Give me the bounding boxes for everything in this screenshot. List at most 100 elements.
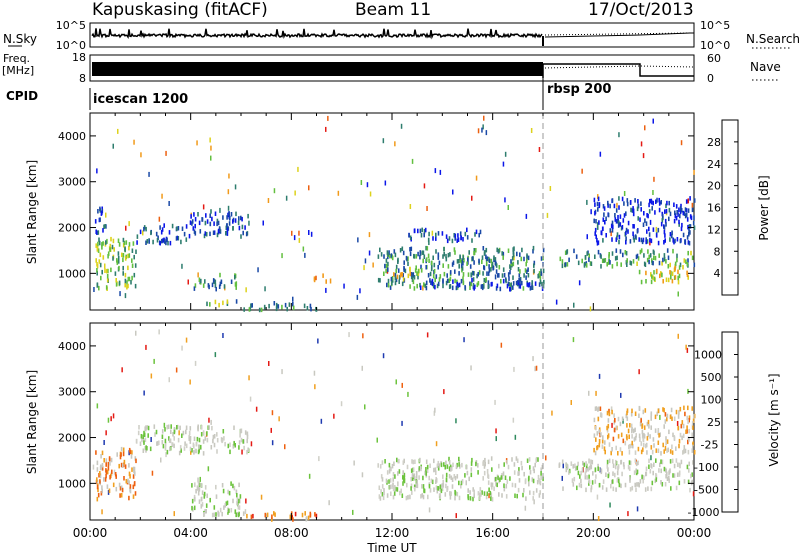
- echo-cell: [661, 459, 663, 465]
- echo-cell: [190, 214, 192, 219]
- echo-cell: [650, 486, 653, 492]
- echo-cell: [459, 231, 462, 236]
- echo-cell: [445, 256, 448, 262]
- echo-cell: [625, 236, 627, 241]
- echo-cell: [212, 230, 215, 235]
- echo-cell: [458, 264, 460, 269]
- echo-cell: [165, 452, 167, 458]
- echo-cell: [488, 258, 491, 263]
- echo-cell: [132, 484, 135, 490]
- echo-cell: [516, 493, 518, 499]
- echo-cell: [211, 512, 214, 518]
- echo-cell: [425, 257, 428, 262]
- echo-cell: [645, 442, 648, 448]
- echo-cell: [122, 265, 124, 271]
- echo-cell: [583, 462, 586, 468]
- echo-cell: [433, 467, 435, 473]
- noise-search-label: N.Search: [746, 32, 800, 46]
- echo-cell: [636, 229, 639, 234]
- echo-cell: [166, 449, 169, 455]
- echo-cell: [604, 258, 607, 263]
- echo-cell: [131, 450, 133, 455]
- echo-cell: [491, 497, 494, 502]
- echo-cell: [171, 442, 174, 447]
- echo-cell: [387, 261, 389, 267]
- echo-cell: [618, 482, 621, 488]
- echo-cell: [602, 479, 605, 484]
- echo-cell: [540, 271, 543, 276]
- echo-cell: [176, 226, 178, 231]
- echo-cell: [236, 500, 238, 506]
- echo-cell: [215, 484, 217, 490]
- echo-cell: [689, 230, 691, 235]
- echo-cell: [189, 446, 192, 452]
- echo-cell: [610, 223, 613, 229]
- echo-cell: [607, 473, 610, 479]
- echo-cell: [664, 218, 667, 224]
- echo-cell: [473, 248, 476, 253]
- echo-cell: [424, 283, 427, 289]
- echo-cell: [470, 472, 473, 478]
- echo-cell: [422, 250, 425, 255]
- echo-cell: [684, 448, 687, 454]
- echo-cell: [590, 261, 593, 266]
- echo-cell: [229, 442, 231, 447]
- echo-cell: [617, 434, 620, 439]
- echo-cell: [669, 211, 672, 217]
- echo-cell: [628, 449, 631, 455]
- echo-cell: [197, 424, 199, 429]
- echo-cell: [549, 186, 552, 191]
- echo-cell: [146, 239, 149, 244]
- echo-cell: [511, 457, 513, 462]
- echo-cell: [387, 252, 389, 257]
- echo-cell: [605, 472, 607, 477]
- echo-cell: [433, 262, 436, 268]
- echo-cell: [686, 235, 689, 240]
- echo-cell: [663, 229, 666, 235]
- echo-cell: [629, 423, 631, 428]
- echo-cell: [158, 440, 160, 445]
- echo-cell: [409, 251, 412, 257]
- echo-cell: [693, 450, 696, 455]
- echo-cell: [603, 212, 605, 217]
- echo-cell: [244, 430, 247, 435]
- echo-cell: [630, 261, 633, 266]
- echo-cell: [670, 407, 673, 413]
- echo-cell: [308, 230, 310, 235]
- echo-cell: [577, 461, 579, 467]
- echo-cell: [676, 210, 678, 215]
- echo-cell: [478, 232, 480, 238]
- echo-cell: [122, 271, 124, 276]
- echo-cell: [128, 480, 130, 485]
- echo-cell: [471, 278, 473, 283]
- echo-cell: [645, 466, 648, 472]
- echo-cell: [327, 115, 329, 121]
- echo-cell: [99, 262, 102, 268]
- echo-cell: [239, 428, 242, 434]
- echo-cell: [423, 183, 426, 189]
- echo-cell: [188, 436, 191, 441]
- echo-cell: [401, 281, 404, 287]
- echo-cell: [626, 416, 629, 421]
- echo-cell: [626, 410, 628, 416]
- echo-cell: [664, 233, 666, 238]
- echo-cell: [666, 439, 669, 444]
- echo-cell: [100, 275, 102, 281]
- echo-cell: [112, 256, 114, 261]
- echo-cell: [638, 482, 640, 488]
- echo-cell: [128, 245, 130, 251]
- echo-cell: [665, 436, 667, 441]
- echo-cell: [655, 199, 657, 204]
- echo-cell: [443, 462, 445, 467]
- echo-cell: [641, 433, 644, 439]
- echo-cell: [419, 457, 421, 463]
- echo-cell: [625, 211, 627, 216]
- echo-cell: [628, 460, 631, 465]
- echo-cell: [281, 304, 283, 310]
- echo-cell: [310, 231, 313, 237]
- echo-cell: [678, 219, 680, 225]
- echo-cell: [542, 247, 545, 253]
- echo-cell: [603, 206, 606, 211]
- echo-cell: [128, 221, 130, 227]
- echo-cell: [670, 270, 672, 276]
